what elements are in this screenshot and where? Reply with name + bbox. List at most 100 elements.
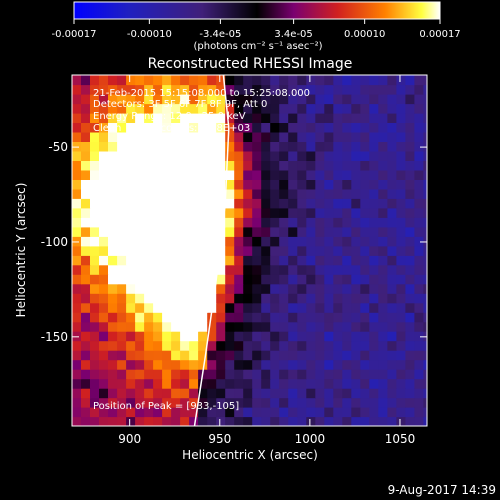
heatmap-cell bbox=[99, 207, 109, 218]
heatmap-cell bbox=[72, 150, 82, 161]
heatmap-cell bbox=[378, 283, 388, 294]
heatmap-cell bbox=[396, 331, 406, 342]
heatmap-cell bbox=[243, 112, 253, 123]
heatmap-cell bbox=[396, 369, 406, 380]
heatmap-cell bbox=[243, 416, 253, 426]
heatmap-cell bbox=[297, 188, 307, 199]
heatmap-cell bbox=[324, 340, 334, 351]
heatmap-cell bbox=[360, 160, 370, 171]
heatmap-cell bbox=[315, 255, 325, 266]
heatmap-cell bbox=[261, 397, 271, 408]
heatmap-cell bbox=[306, 217, 316, 228]
heatmap-cell bbox=[216, 255, 226, 266]
heatmap-cell bbox=[315, 122, 325, 133]
heatmap-cell bbox=[198, 397, 208, 408]
heatmap-cell bbox=[126, 160, 136, 171]
heatmap-cell bbox=[252, 274, 262, 285]
heatmap-cell bbox=[261, 312, 271, 323]
heatmap-cell bbox=[351, 169, 361, 180]
heatmap-cell bbox=[225, 293, 235, 304]
heatmap-cell bbox=[162, 321, 172, 332]
heatmap-cell bbox=[342, 359, 352, 370]
heatmap-cell bbox=[270, 359, 280, 370]
heatmap-cell bbox=[324, 217, 334, 228]
heatmap-cell bbox=[81, 407, 91, 418]
heatmap-cell bbox=[162, 75, 172, 86]
heatmap-cell bbox=[99, 407, 109, 418]
heatmap-cell bbox=[162, 226, 172, 237]
heatmap-cell bbox=[414, 131, 424, 142]
heatmap-cell bbox=[405, 179, 415, 190]
heatmap-cell bbox=[108, 160, 118, 171]
heatmap-cell bbox=[216, 188, 226, 199]
heatmap-cell bbox=[117, 264, 127, 275]
heatmap-cell bbox=[405, 112, 415, 123]
heatmap-cell bbox=[414, 141, 424, 152]
heatmap-cell bbox=[117, 226, 127, 237]
heatmap-cell bbox=[342, 131, 352, 142]
heatmap-cell bbox=[207, 188, 217, 199]
heatmap-cell bbox=[99, 312, 109, 323]
heatmap-cell bbox=[117, 369, 127, 380]
heatmap-cell bbox=[306, 226, 316, 237]
heatmap-cell bbox=[144, 94, 154, 105]
heatmap-cell bbox=[234, 226, 244, 237]
heatmap-cell bbox=[414, 340, 424, 351]
heatmap-cell bbox=[153, 217, 163, 228]
heatmap-cell bbox=[252, 378, 262, 389]
heatmap-cell bbox=[306, 416, 316, 426]
heatmap-cell bbox=[342, 388, 352, 399]
heatmap-cell bbox=[288, 94, 298, 105]
heatmap-cell bbox=[288, 207, 298, 218]
heatmap-cell bbox=[234, 84, 244, 95]
heatmap-cell bbox=[225, 397, 235, 408]
heatmap-cell bbox=[252, 75, 262, 86]
heatmap-cell bbox=[216, 169, 226, 180]
heatmap-cell bbox=[279, 169, 289, 180]
heatmap-cell bbox=[216, 274, 226, 285]
heatmap-cell bbox=[243, 150, 253, 161]
heatmap-cell bbox=[279, 131, 289, 142]
heatmap-cell bbox=[270, 131, 280, 142]
heatmap-cell bbox=[342, 112, 352, 123]
heatmap-cell bbox=[81, 331, 91, 342]
heatmap-cell bbox=[261, 217, 271, 228]
heatmap-cell bbox=[72, 103, 82, 114]
heatmap-cell bbox=[306, 255, 316, 266]
heatmap-cell bbox=[207, 150, 217, 161]
heatmap-cell bbox=[315, 150, 325, 161]
heatmap-cell bbox=[270, 112, 280, 123]
heatmap-cell bbox=[153, 331, 163, 342]
heatmap-cell bbox=[279, 103, 289, 114]
heatmap-cell bbox=[81, 321, 91, 332]
heatmap-cell bbox=[243, 331, 253, 342]
heatmap-cell bbox=[171, 283, 181, 294]
heatmap-cell bbox=[207, 103, 217, 114]
heatmap-cell bbox=[243, 388, 253, 399]
heatmap-cell bbox=[72, 217, 82, 228]
heatmap-cell bbox=[378, 350, 388, 361]
heatmap-cell bbox=[189, 340, 199, 351]
heatmap-cell bbox=[216, 388, 226, 399]
heatmap-cell bbox=[288, 397, 298, 408]
heatmap-cell bbox=[90, 293, 100, 304]
heatmap-cell bbox=[225, 312, 235, 323]
heatmap-cell bbox=[126, 226, 136, 237]
heatmap-cell bbox=[90, 264, 100, 275]
heatmap-cell bbox=[135, 160, 145, 171]
heatmap-cell bbox=[279, 302, 289, 313]
heatmap-cell bbox=[378, 198, 388, 209]
heatmap-cell bbox=[351, 150, 361, 161]
heatmap-cell bbox=[414, 217, 424, 228]
heatmap-cell bbox=[171, 302, 181, 313]
heatmap-cell bbox=[378, 94, 388, 105]
heatmap-cell bbox=[99, 179, 109, 190]
heatmap-cell bbox=[405, 84, 415, 95]
heatmap-cell bbox=[369, 416, 379, 426]
solar-limb-curve bbox=[193, 75, 230, 426]
heatmap-cell bbox=[117, 293, 127, 304]
heatmap-cell bbox=[387, 312, 397, 323]
heatmap-cell bbox=[216, 340, 226, 351]
heatmap-cell bbox=[81, 226, 91, 237]
heatmap-cell bbox=[252, 283, 262, 294]
